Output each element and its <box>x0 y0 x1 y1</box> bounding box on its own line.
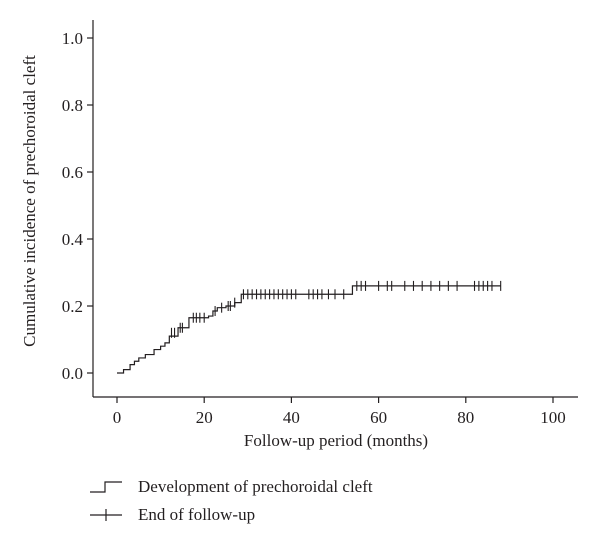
y-axis-label: Cumulative incidence of prechoroidal cle… <box>20 55 39 347</box>
km-chart: 0.0 0.2 0.4 0.6 0.8 1.0 0 20 40 60 80 100 Cumulativ… <box>20 20 578 450</box>
y-tick-label: 0.0 <box>62 364 83 383</box>
y-tick-label: 0.4 <box>62 230 84 249</box>
legend-item-development: Development of prechoroidal cleft <box>88 475 373 499</box>
censor-tick-icon <box>90 509 122 521</box>
y-tick-label: 0.2 <box>62 297 83 316</box>
x-tick-label: 80 <box>457 408 474 427</box>
legend-label-censor: End of follow-up <box>138 505 256 524</box>
step-line-icon <box>90 481 122 493</box>
x-tick-label: 60 <box>370 408 387 427</box>
y-tick-label: 1.0 <box>62 29 83 48</box>
x-tick-label: 40 <box>283 408 300 427</box>
chart-marks <box>117 280 502 374</box>
x-tick-label: 0 <box>113 408 122 427</box>
legend-label-development: Development of prechoroidal cleft <box>138 477 373 496</box>
axes: 0.0 0.2 0.4 0.6 0.8 1.0 0 20 40 60 80 100 <box>62 20 578 427</box>
y-tick-label: 0.8 <box>62 96 83 115</box>
legend-item-censor: End of follow-up <box>88 503 255 527</box>
x-axis-label: Follow-up period (months) <box>244 431 428 450</box>
x-tick-label: 100 <box>540 408 566 427</box>
x-tick-label: 20 <box>196 408 213 427</box>
y-tick-label: 0.6 <box>62 163 83 182</box>
step-curve <box>117 285 501 374</box>
